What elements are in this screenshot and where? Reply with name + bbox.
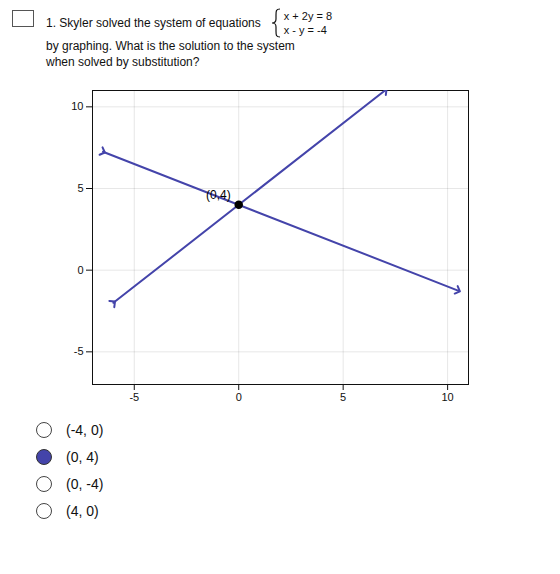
- html-text:by graphing. What is the solut: by graphing. What is the solution to the…: [46, 39, 295, 53]
- svg-text:5: 5: [340, 391, 346, 403]
- svg-text:10: 10: [71, 100, 83, 112]
- svg-text:0: 0: [77, 264, 83, 276]
- html-text:(-4, 0): (-4, 0): [66, 421, 104, 438]
- svg-text:(0,4): (0,4): [206, 188, 231, 202]
- svg-text:0: 0: [236, 391, 242, 403]
- html-text:(0, -4): (0, -4): [66, 475, 104, 492]
- svg-text:-5: -5: [129, 391, 139, 403]
- svg-text:5: 5: [77, 182, 83, 194]
- html-text:(0, 4): (0, 4): [66, 448, 99, 465]
- svg-text:10: 10: [441, 391, 453, 403]
- html-text:1. Skyler solved the system of: 1. Skyler solved the system of equations: [46, 16, 261, 30]
- html-text:(4, 0): (4, 0): [66, 502, 99, 519]
- svg-text:-5: -5: [74, 345, 84, 357]
- html-text:when solved by substitution?: when solved by substitution?: [46, 55, 200, 69]
- html-text:x - y = -4: x - y = -4: [283, 24, 327, 36]
- html-text:x + 2y = 8: x + 2y = 8: [283, 10, 333, 22]
